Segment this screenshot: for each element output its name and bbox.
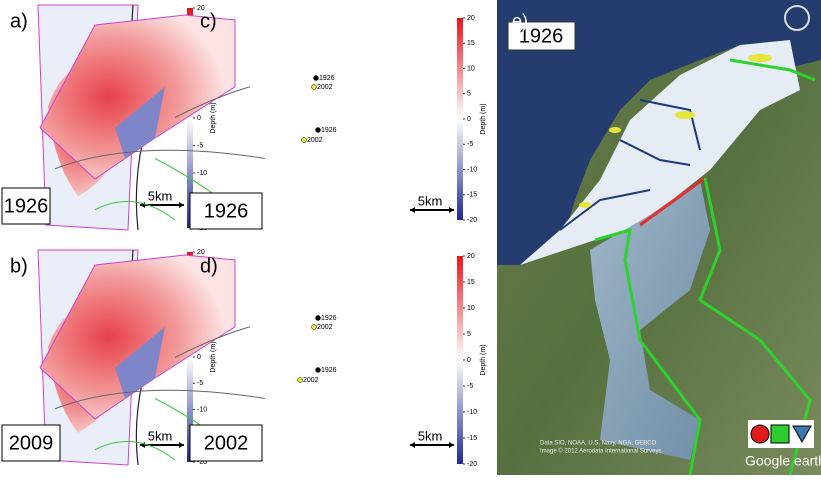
colorbar-tick-label: -5 [197,142,203,149]
year-label: 1926 [204,200,249,222]
station-dot [311,84,317,90]
scale-label: 5km [148,188,173,203]
colorbar-tick-label: -5 [467,141,473,148]
station-dot [311,324,317,330]
station-label: 2002 [317,84,333,91]
colorbar-tick-label: 20 [197,5,205,12]
colorbar-tick-label: -15 [467,192,477,199]
attribution: Image © 2012 Aerodata International Surv… [540,448,662,455]
station-dot [297,377,303,383]
scale-arrows [410,207,454,213]
station-label: 1926 [321,127,337,134]
colorbar-tick-label: -5 [467,383,473,390]
colorbar [187,252,193,462]
year-box [189,424,263,462]
logo: Google earth [745,453,821,469]
channel [115,86,165,159]
colorbar-tick-label: -20 [197,459,207,466]
station-dot [315,367,321,373]
colorbar-tick-label: 0 [197,115,201,122]
panel: 192620021926200220151050-5-10-15-20Depth… [39,253,487,468]
colorbar-tick-label: 5 [467,331,471,338]
station-label: 2002 [307,137,323,144]
colorbar-tick-label: 20 [197,249,205,256]
scale-label: 5km [418,193,443,208]
scale-arrows [140,442,184,448]
colorbar-tick-label: -10 [197,170,207,177]
panel-label: b) [10,255,28,277]
panel-label: c) [200,10,217,32]
scale-label: 5km [148,428,173,443]
colorbar-title: Depth (m) [210,341,217,372]
station-label: 1926 [319,75,335,82]
colorbar-tick-label: -10 [197,406,207,413]
colorbar-tick-label: 0 [197,354,201,361]
year-box [507,21,576,51]
model-domain [39,254,236,420]
station-label: 1926 [321,315,337,322]
colorbar-tick-label: 0 [467,116,471,123]
colorbar-tick-label: -10 [467,166,477,173]
coastline [54,326,266,410]
panel: 1926 2002 1926 2002 20 15 10 5 0 -5 -10 -15 -20 Depth… [39,10,487,230]
model-domain [39,14,236,180]
colorbar-tick-label: -20 [467,217,477,224]
colorbar-tick-label: 10 [467,305,475,312]
year-label: 1926 [519,25,564,47]
station-label: 1926 [321,367,337,374]
channel [115,326,165,399]
year-box [189,192,263,230]
colorbar-title: Depth (m) [480,103,487,134]
year-box [1,187,51,225]
colorbar-tick-label: -5 [197,380,203,387]
station-dot [315,127,321,133]
station-label: 2002 [303,377,319,384]
colorbar-tick-label: 20 [467,15,475,22]
coastline [54,86,266,170]
station-label: 2002 [317,324,333,331]
colorbar-title: Depth (m) [480,344,487,375]
colorbar-tick-label: 15 [467,279,475,286]
colorbar [457,256,463,464]
scale-arrows [410,442,454,448]
colorbar-tick-label: 10 [467,65,475,72]
station-dot [315,315,321,321]
colorbar [457,18,463,220]
colorbar-tick-label: 0 [467,357,471,364]
station-dot [301,137,307,143]
colorbar-tick-label: 15 [467,40,475,47]
year-label: 2009 [9,432,54,454]
scale-label: 5km [418,428,443,443]
year-label: 1926 [4,195,49,217]
colorbar-tick-label: -15 [467,435,477,442]
panel-label: a) [10,10,28,32]
colorbar-tick-label: 20 [467,253,475,260]
year-label: 2002 [204,432,249,454]
scale-arrows [140,202,184,208]
colorbar-title: Depth (m) [210,102,217,133]
colorbar [187,8,193,228]
panel-label: e) [512,11,528,31]
year-box [1,424,61,462]
colorbar-tick-label: -20 [467,461,477,468]
satellite-image [497,0,821,476]
panel-label: d) [200,255,218,277]
colorbar-tick-label: 5 [467,91,471,98]
attribution: Data SIO, NOAA, U.S. Navy, NGA, GEBCO [540,441,657,447]
station-dot [313,75,319,81]
colorbar-tick-label: -10 [467,409,477,416]
